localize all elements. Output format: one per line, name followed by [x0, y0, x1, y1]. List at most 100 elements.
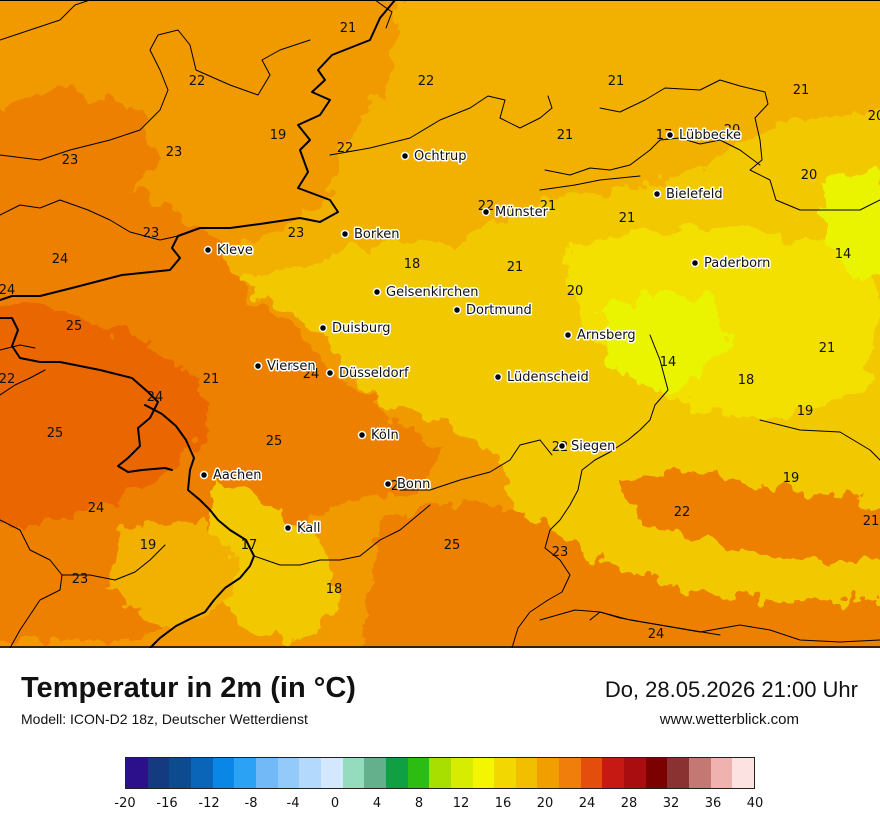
city-dot [372, 287, 382, 297]
color-scale-swatch [364, 758, 386, 788]
zone-eifel-20 [110, 520, 240, 630]
color-scale-swatch [732, 758, 755, 788]
color-scale-label: -20 [114, 796, 136, 811]
city-marker: Lübbecke [665, 127, 742, 145]
region-border-17 [589, 611, 880, 643]
city-marker: Borken [340, 226, 401, 244]
city-marker: Lüdenscheid [493, 369, 590, 387]
temperature-value: 20 [801, 168, 818, 183]
city-dot [199, 470, 209, 480]
temperature-value: 21 [793, 83, 810, 98]
region-border-11 [0, 519, 63, 648]
temperature-value: 23 [552, 545, 569, 560]
region-border-6 [544, 137, 761, 176]
temperature-value: 21 [863, 514, 880, 529]
city-dot [383, 479, 393, 489]
color-scale-swatch [147, 758, 170, 788]
city-dot [493, 372, 503, 382]
color-scale-bar [125, 757, 755, 789]
city-label: Arnsberg [577, 328, 636, 343]
city-label: Lüdenscheid [507, 370, 589, 385]
color-scale-swatch [667, 758, 690, 788]
map-svg: 21 22 22 21 21 19 22 23 23 17 20 20 20 21 21 22 21 23 23 18… [0, 0, 880, 648]
color-scale-label: 24 [578, 796, 596, 811]
color-scale-swatch [255, 758, 278, 788]
city-label: Münster [495, 205, 549, 220]
zone-sauerland-14 [600, 290, 730, 390]
color-scale-label: -16 [156, 796, 178, 811]
color-scale-swatch [645, 758, 668, 788]
city-marker: Ochtrup [400, 148, 468, 166]
color-scale-swatch [277, 758, 300, 788]
color-scale-swatch [580, 758, 603, 788]
temperature-value: 18 [738, 373, 755, 388]
zone-west-26 [0, 302, 210, 528]
city-marker: Paderborn [690, 255, 772, 273]
color-scale-label: -8 [244, 796, 258, 811]
temperature-value: 18 [326, 582, 343, 597]
city-dot [400, 151, 410, 161]
website-link[interactable]: www.wetterblick.com [659, 711, 799, 728]
temperature-values: 21 22 22 21 21 19 22 23 23 17 20 20 20 21 21 22 21 23 23 18… [0, 21, 880, 642]
city-dot [253, 361, 263, 371]
city-label: Dortmund [466, 303, 532, 318]
temperature-value: 23 [62, 153, 79, 168]
temperature-value: 14 [835, 247, 852, 262]
temperature-value: 22 [0, 372, 15, 387]
region-border-8 [544, 334, 669, 549]
zone-southcenter-18 [210, 480, 340, 640]
color-scale-swatch [559, 758, 581, 788]
color-scale-label: 16 [494, 796, 512, 811]
temperature-value: 24 [648, 627, 665, 642]
city-label: Duisburg [332, 321, 391, 336]
temperature-value: 21 [203, 372, 220, 387]
temperature-value: 24 [52, 252, 69, 267]
temperature-value: 18 [404, 257, 421, 272]
temperature-value: 21 [819, 341, 836, 356]
temperature-value: 24 [0, 283, 15, 298]
zone-northwest-24 [0, 90, 160, 220]
city-label: Aachen [213, 468, 261, 483]
color-scale-swatch [450, 758, 473, 788]
temperature-value: 20 [724, 123, 741, 138]
temperature-value: 25 [47, 426, 64, 441]
region-border-12 [61, 544, 166, 581]
temperature-value: 21 [619, 211, 636, 226]
region-border-1 [0, 0, 91, 41]
city-label: Kall [297, 521, 321, 536]
temperature-value: 22 [189, 74, 206, 89]
city-marker: Köln [357, 427, 400, 445]
city-label: Ochtrup [414, 149, 467, 164]
city-marker: Bonn [383, 476, 432, 494]
country-border-aachen [144, 404, 255, 648]
region-border-18 [0, 344, 36, 351]
color-scale-label: -4 [286, 796, 300, 811]
city-marker: Düsseldorf [325, 365, 410, 383]
color-scale-label: 36 [704, 796, 722, 811]
region-border-15 [0, 369, 46, 396]
city-marker: Arnsberg [563, 327, 637, 345]
city-label: Viersen [267, 359, 316, 374]
temperature-value: 25 [266, 434, 283, 449]
city-dot [652, 189, 662, 199]
zone-eggegebirge-14 [820, 170, 880, 280]
city-label: Lübbecke [679, 128, 741, 143]
city-label: Bonn [397, 477, 430, 492]
city-dot [452, 305, 462, 315]
temperature-value: 19 [797, 404, 814, 419]
temperature-value: 22 [478, 199, 495, 214]
zone-center-18 [320, 240, 480, 350]
state-border-north [0, 0, 396, 301]
city-label: Gelsenkirchen [386, 285, 479, 300]
color-scale-swatch [299, 758, 321, 788]
city-marker: Kall [283, 520, 322, 538]
city-dot [690, 258, 700, 268]
city-dot [283, 523, 293, 533]
city-marker: Aachen [199, 467, 263, 485]
region-border-13 [253, 504, 431, 566]
color-scale-swatch [494, 758, 516, 788]
temperature-value: 25 [66, 319, 83, 334]
city-marker: Bielefeld [652, 186, 724, 204]
temperature-value: 22 [337, 141, 354, 156]
city-marker: Siegen [557, 438, 617, 456]
